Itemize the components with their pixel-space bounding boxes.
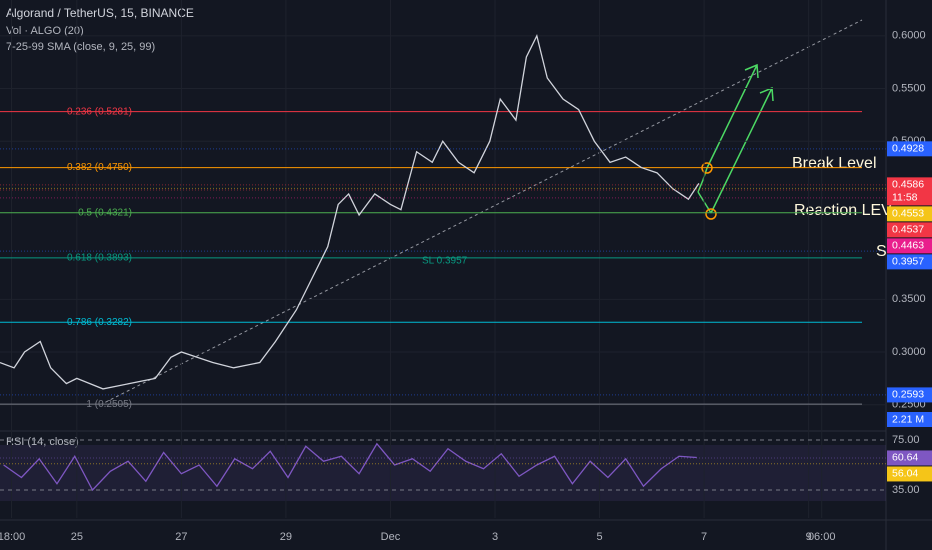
- rsi-title: RSI (14, close): [6, 436, 79, 448]
- fib-label: 0.382 (0.4750): [67, 162, 132, 173]
- symbol-title: Algorand / TetherUS, 15, BINANCE: [6, 6, 194, 20]
- price-label: 0.4463: [892, 240, 924, 252]
- x-tick-label: Dec: [381, 531, 401, 543]
- price-label-box: [887, 387, 932, 403]
- price-line: [0, 33, 700, 390]
- x-tick-label: 18:00: [0, 531, 25, 543]
- price-label-box: [887, 206, 932, 222]
- price-line: [3, 442, 697, 492]
- rsi-band: [0, 445, 886, 501]
- fib-label: 0.618 (0.3893): [67, 253, 132, 264]
- y-tick-label: 75.00: [892, 434, 920, 446]
- y-tick-label: 0.3000: [892, 346, 926, 358]
- annotation: SL 0.3957: [422, 256, 468, 267]
- price-label: 0.4586: [892, 179, 924, 191]
- countdown: 11:58: [892, 192, 918, 204]
- price-label-box: [887, 254, 932, 270]
- x-tick-label: 9: [806, 531, 812, 543]
- price-label-box: [887, 222, 932, 238]
- annotation: Reaction LEV: [794, 202, 892, 219]
- y-tick-label: 0.3500: [892, 293, 926, 305]
- price-label-box: [887, 238, 932, 254]
- x-tick-label: 06:00: [808, 531, 836, 543]
- price-label: 0.4537: [892, 224, 924, 236]
- indicator-label: 7-25-99 SMA (close, 9, 25, 99): [6, 41, 155, 53]
- price-label-box: [887, 466, 932, 482]
- volume-label: 2.21 M: [892, 413, 924, 425]
- y-tick-label: 0.5500: [892, 82, 926, 94]
- fib-label: 0.236 (0.5281): [67, 106, 132, 117]
- price-label: 0.2593: [892, 389, 924, 401]
- volume-label-box: [887, 412, 932, 427]
- price-label: 0.3957: [892, 256, 924, 268]
- price-label-box: [887, 450, 932, 466]
- price-label: 0.4553: [892, 208, 924, 220]
- marker: [705, 208, 717, 220]
- fib-label: 0.786 (0.3282): [67, 317, 132, 328]
- fib-label: 0.5 (0.4321): [78, 207, 132, 218]
- y-tick-label: 35.00: [892, 484, 920, 496]
- indicator-label: Vol · ALGO (20): [6, 25, 84, 37]
- price-label: 56.04: [892, 468, 918, 480]
- y-tick-label: 0.6000: [892, 30, 926, 42]
- x-tick-label: 27: [175, 531, 187, 543]
- fib-label: 1 (0.2505): [86, 399, 132, 410]
- x-tick-label: 5: [596, 531, 602, 543]
- annotation: S: [876, 243, 887, 260]
- x-tick-label: 3: [492, 531, 498, 543]
- price-label-box: [887, 141, 932, 157]
- x-tick-label: 29: [280, 531, 292, 543]
- annotation: Break Level: [792, 155, 877, 172]
- x-tick-label: 25: [71, 531, 83, 543]
- x-tick-label: 7: [701, 531, 707, 543]
- price-label: 60.64: [892, 452, 918, 464]
- price-label-box: [887, 177, 932, 206]
- price-label: 0.4928: [892, 143, 924, 155]
